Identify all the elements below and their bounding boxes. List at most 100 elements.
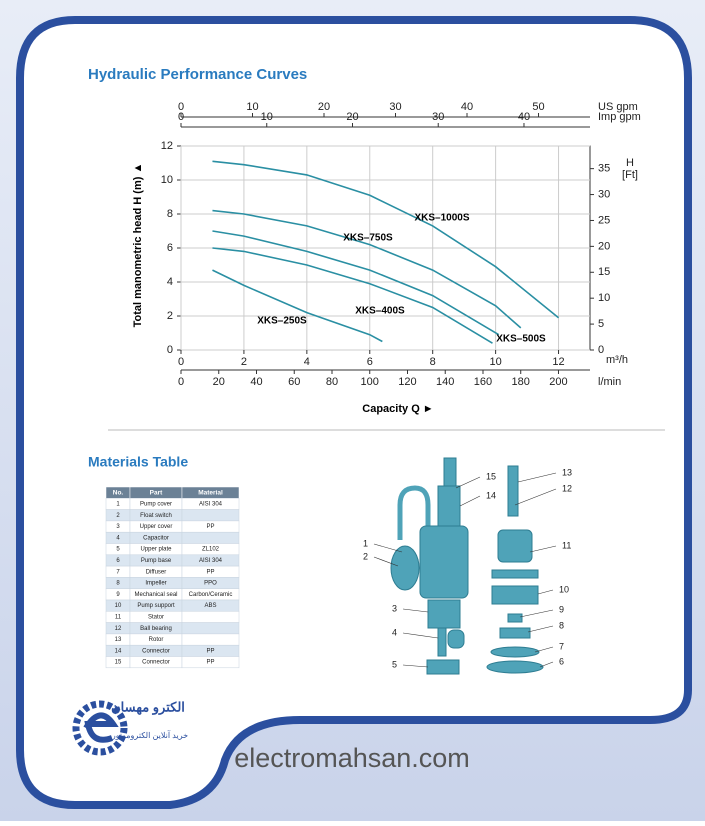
part	[443, 457, 457, 487]
cell-text: PPO	[204, 581, 217, 587]
x-tick-label: 20	[318, 101, 330, 113]
callout-label: 14	[486, 490, 496, 500]
series-label: XKS–500S	[496, 334, 546, 345]
part	[499, 627, 531, 639]
cell	[181, 656, 240, 669]
x-tick-label: 180	[512, 376, 530, 388]
cell-text: Pump support	[137, 603, 175, 609]
y2-axis-label: H	[626, 157, 634, 169]
cell-text: Stator	[148, 615, 164, 621]
cell	[181, 633, 240, 646]
leader-line	[402, 632, 439, 639]
x-tick-label: 6	[367, 356, 373, 368]
part	[419, 525, 469, 599]
cell-text: PP	[206, 648, 214, 654]
cell-text: Diffuser	[146, 569, 167, 575]
leader-line	[519, 609, 554, 618]
x-tick-label: 0	[178, 101, 184, 113]
cell-text: Capacitor	[143, 535, 169, 541]
callout-label: 9	[559, 604, 564, 614]
curve	[212, 247, 493, 344]
cell-text: 8	[116, 581, 120, 587]
part	[507, 465, 519, 517]
part	[491, 569, 539, 579]
y2-tick-label: 35	[598, 163, 610, 175]
y-tick-label: 4	[167, 276, 173, 288]
cell-text: Upper cover	[140, 524, 173, 530]
part	[447, 629, 465, 649]
cell-text: 9	[116, 592, 120, 598]
y-tick-label: 2	[167, 310, 173, 322]
part	[490, 646, 540, 658]
x-tick-label: 200	[549, 376, 567, 388]
curve	[212, 160, 560, 319]
x-tick-label: 50	[532, 101, 544, 113]
cell-text: Upper plate	[140, 547, 172, 553]
callout-label: 11	[562, 540, 571, 550]
curve	[212, 230, 500, 336]
y-tick-label: 8	[167, 208, 173, 220]
logo-e	[83, 712, 119, 743]
leader-line	[402, 664, 429, 668]
callout-label: 10	[559, 584, 569, 594]
y2-tick-label: 15	[598, 266, 610, 278]
series-label: XKS–250S	[257, 316, 307, 327]
part	[437, 485, 461, 527]
leader-line	[455, 476, 481, 489]
cell	[181, 531, 240, 544]
callout-label: 8	[559, 620, 564, 630]
cell-text: 4	[116, 535, 120, 541]
x-axis-label: Capacity Q ►	[362, 403, 433, 415]
cell-text: Carbon/Ceramic	[189, 592, 233, 598]
x-tick-label: 0	[178, 356, 184, 368]
exploded-view	[390, 457, 544, 675]
callout-label: 1	[363, 538, 368, 548]
cell-text: 3	[116, 524, 120, 530]
cell-text: 2	[116, 513, 120, 519]
curve	[212, 269, 383, 343]
callout-label: 12	[562, 483, 572, 493]
x-tick-label: 10	[489, 356, 501, 368]
x-tick-label: 60	[288, 376, 300, 388]
leader-line	[373, 556, 399, 567]
x-tick-label: 30	[432, 111, 444, 123]
cell-text: ABS	[204, 603, 216, 609]
part	[507, 613, 523, 623]
series-label: XKS–400S	[355, 306, 405, 317]
x-tick-label: 40	[518, 111, 530, 123]
y2-tick-label: 5	[598, 318, 604, 330]
cell-text: PP	[206, 569, 214, 575]
y2-axis-label: [Ft]	[622, 169, 638, 181]
cell-text: 15	[115, 660, 122, 666]
cell-text: ZL102	[202, 547, 220, 553]
cell-text: PP	[206, 524, 214, 530]
cell-text: Pump cover	[140, 502, 172, 508]
y2-tick-label: 10	[598, 292, 610, 304]
curve	[212, 209, 522, 329]
cell-text: Rotor	[149, 637, 164, 643]
header-text: Part	[150, 489, 163, 496]
y-tick-label: 6	[167, 242, 173, 254]
y-tick-label: 12	[161, 140, 173, 152]
logo-tagline: خرید آنلاین الکتروموتور	[111, 730, 188, 740]
part	[397, 485, 431, 540]
leader-line	[373, 543, 403, 553]
y-tick-label: 0	[167, 344, 173, 356]
cell-text: Mechanical seal	[134, 592, 177, 598]
cell-text: Ball bearing	[140, 626, 172, 632]
part	[486, 660, 544, 674]
frame	[16, 16, 692, 809]
y2-tick-label: 0	[598, 344, 604, 356]
x-tick-label: 0	[178, 376, 184, 388]
leader-line	[534, 646, 554, 653]
cell-text: Connector	[142, 660, 170, 666]
cell-text: 10	[115, 603, 122, 609]
callout-label: 2	[363, 551, 368, 561]
cell-text: 13	[115, 637, 122, 643]
x-tick-label: 12	[552, 356, 564, 368]
cell-text: 6	[116, 558, 120, 564]
cell-text: 5	[116, 547, 120, 553]
cell-text: Impeller	[145, 581, 166, 587]
leader-line	[514, 488, 557, 506]
section-title: Materials Table	[88, 454, 188, 470]
